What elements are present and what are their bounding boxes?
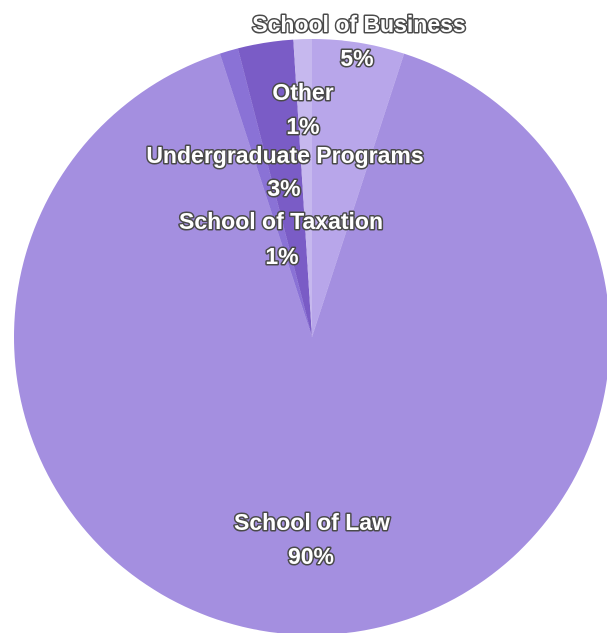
pct-other: 1%: [286, 113, 319, 139]
pct-school-of-taxation: 1%: [265, 243, 298, 269]
pct-school-of-law: 90%: [288, 543, 334, 569]
label-school-of-business: School of Business: [252, 11, 465, 37]
slice-school-of-law: [14, 53, 607, 633]
pie-labels: School of Business 5% Other 1% Undergrad…: [145, 10, 467, 571]
label-undergraduate-programs: Undergraduate Programs: [146, 142, 423, 168]
pct-school-of-business: 5%: [340, 45, 373, 71]
label-school-of-taxation: School of Taxation: [179, 208, 383, 234]
pct-undergraduate-programs: 3%: [267, 175, 300, 201]
slice-school-of-business: [312, 39, 405, 337]
label-school-of-law: School of Law: [234, 509, 390, 535]
slice-school-of-taxation: [219, 48, 312, 338]
pie-slices: [14, 39, 607, 633]
label-other: Other: [272, 79, 333, 105]
slice-other: [293, 39, 312, 337]
slice-undergraduate-programs: [237, 39, 312, 337]
